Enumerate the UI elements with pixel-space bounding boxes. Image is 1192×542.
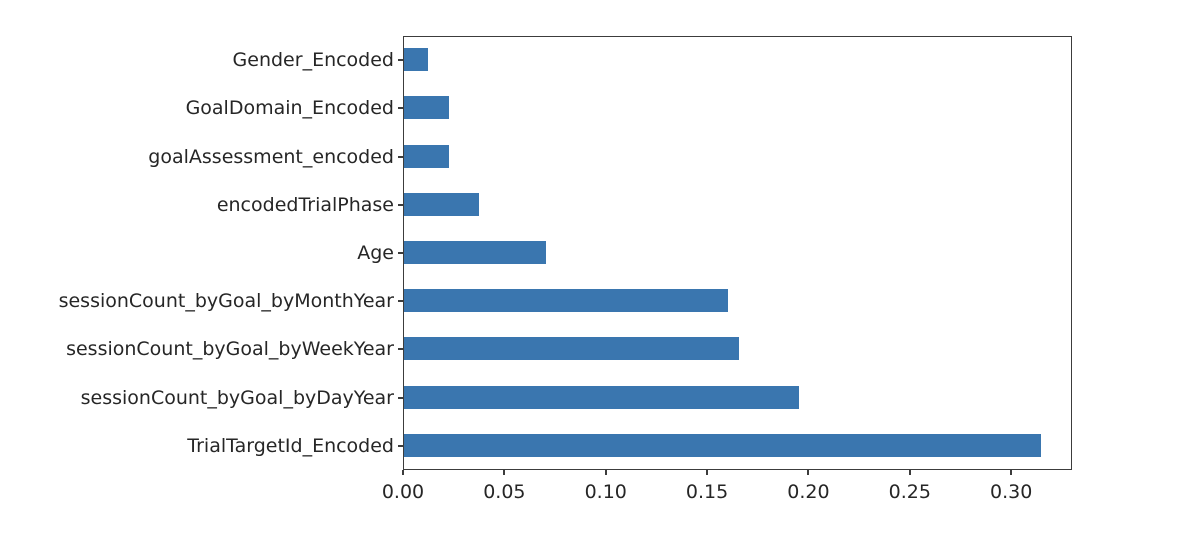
y-tick-label: Age	[357, 242, 394, 264]
bar-sessionCount_byGoal_byDayYear	[404, 385, 800, 409]
x-tick	[807, 470, 810, 475]
y-tick	[398, 348, 403, 351]
x-tick	[604, 470, 607, 475]
x-tick	[706, 470, 709, 475]
bar-encodedTrialPhase	[404, 192, 479, 216]
y-tick	[398, 252, 403, 254]
x-tick	[908, 470, 911, 475]
y-tick-label: encodedTrialPhase	[216, 193, 394, 216]
x-tick-label: 0.05	[483, 481, 526, 503]
y-tick-label: GoalDomain_Encoded	[185, 97, 394, 120]
x-tick-label: 0.30	[990, 481, 1033, 503]
y-tick	[398, 444, 403, 447]
y-tick	[398, 396, 403, 399]
x-tick-label: 0.20	[787, 481, 830, 503]
bar-sessionCount_byGoal_byWeekYear	[404, 337, 739, 361]
y-tick	[398, 59, 403, 62]
x-tick	[503, 470, 506, 475]
x-tick-label: 0.00	[381, 481, 425, 503]
y-tick	[398, 155, 403, 158]
y-tick-label: sessionCount_byGoal_byWeekYear	[66, 338, 394, 361]
plot-area	[403, 36, 1072, 470]
bar-Age	[404, 241, 546, 264]
bar-GoalDomain_Encoded	[404, 96, 449, 120]
x-tick	[1010, 470, 1013, 475]
y-tick-label: TrialTargetId_Encoded	[187, 434, 394, 457]
y-tick	[398, 300, 403, 303]
x-tick-label: 0.25	[888, 481, 931, 503]
x-tick-label: 0.10	[584, 481, 627, 503]
bar-sessionCount_byGoal_byMonthYear	[404, 289, 729, 313]
bar-TrialTargetId_Encoded	[404, 433, 1041, 457]
y-tick-label: goalAssessment_encoded	[148, 145, 394, 168]
bar-goalAssessment_encoded	[404, 144, 449, 168]
y-tick	[398, 203, 403, 206]
x-tick-label: 0.15	[685, 481, 729, 503]
y-tick	[398, 107, 403, 110]
y-tick-label: sessionCount_byGoal_byDayYear	[80, 386, 394, 409]
bar-Gender_Encoded	[404, 48, 429, 72]
x-tick	[402, 470, 404, 475]
y-tick-label: sessionCount_byGoal_byMonthYear	[58, 290, 394, 313]
y-tick-label: Gender_Encoded	[232, 49, 394, 72]
